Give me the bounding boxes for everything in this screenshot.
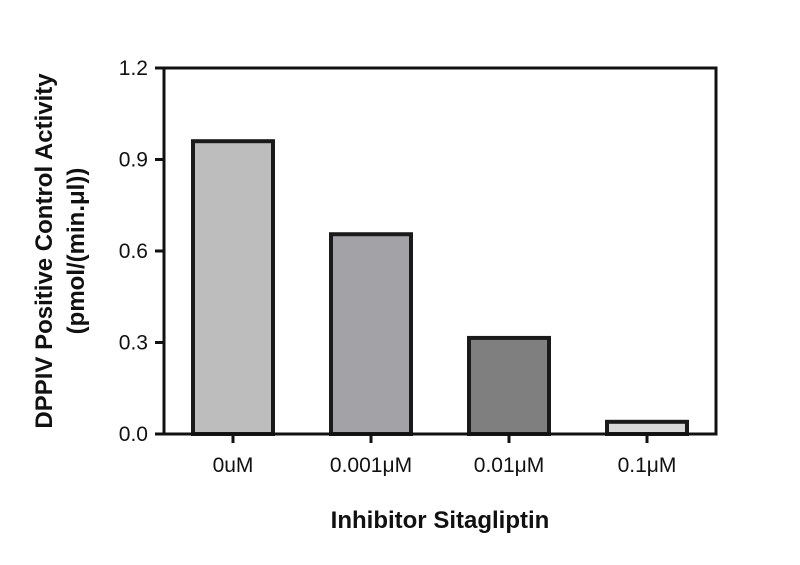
- y-tick-label: 0.0: [119, 423, 148, 446]
- x-tick-label: 0.1μM: [618, 454, 677, 477]
- x-tick-label: 0.001μM: [330, 454, 412, 477]
- y-tick-label: 0.9: [119, 149, 148, 172]
- bar: [605, 419, 689, 436]
- y-axis-title-line2: (pmol/(min.μl)): [63, 168, 90, 335]
- bar: [329, 232, 413, 436]
- y-tick-label: 0.3: [119, 332, 148, 355]
- y-axis-title-line1: DPPIV Positive Control Activity: [31, 73, 58, 429]
- x-axis-ticks: 0uM 0.001μM 0.01μM 0.1μM: [213, 434, 677, 477]
- plot-frame: [162, 66, 718, 436]
- y-axis-ticks: 0.0 0.3 0.6 0.9 1.2: [119, 57, 164, 446]
- x-tick-label: 0.01μM: [474, 454, 544, 477]
- x-tick-label: 0uM: [213, 454, 254, 477]
- x-axis-title: Inhibitor Sitagliptin: [331, 507, 550, 534]
- y-tick-label: 1.2: [119, 57, 148, 80]
- bar: [191, 139, 275, 436]
- bar: [467, 335, 551, 436]
- y-tick-label: 0.6: [119, 240, 148, 263]
- bars-group: [191, 139, 689, 436]
